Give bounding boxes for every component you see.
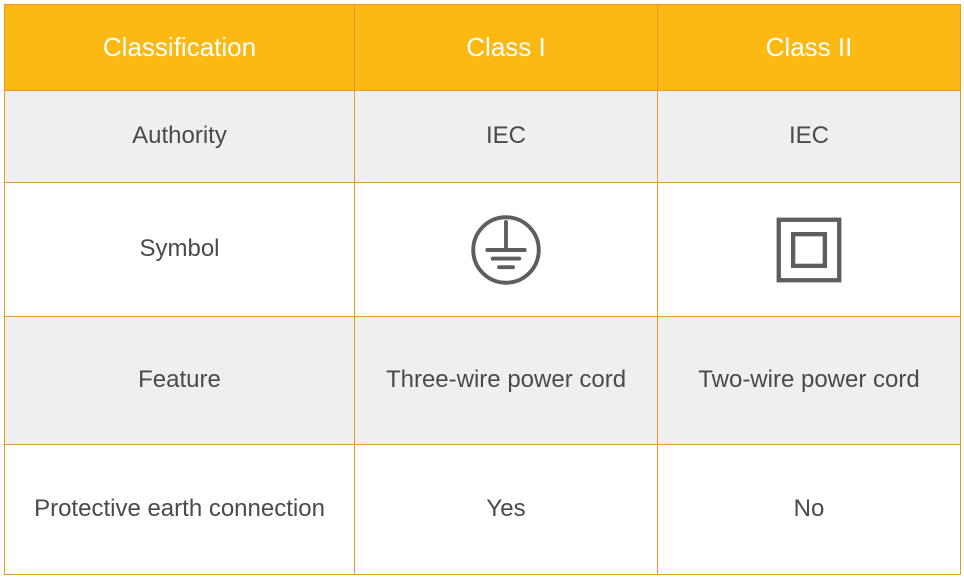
table-row: Protective earth connection Yes No [5,445,961,575]
cell-protective-class2: No [658,445,961,575]
table-row: Feature Three-wire power cord Two-wire p… [5,317,961,445]
table-header: Classification Class I Class II [5,5,961,91]
double-insulation-icon [773,214,845,286]
classification-table: Classification Class I Class II Authorit… [4,4,961,575]
cell-symbol-class2 [658,183,961,317]
row-label-protective: Protective earth connection [5,445,355,575]
row-label-authority: Authority [5,91,355,183]
row-label-symbol: Symbol [5,183,355,317]
col-header-class1: Class I [355,5,658,91]
row-label-feature: Feature [5,317,355,445]
cell-symbol-class1 [355,183,658,317]
cell-authority-class1: IEC [355,91,658,183]
cell-authority-class2: IEC [658,91,961,183]
cell-protective-class1: Yes [355,445,658,575]
protective-earth-icon [467,211,545,289]
col-header-classification: Classification [5,5,355,91]
cell-feature-class2: Two-wire power cord [658,317,961,445]
cell-feature-class1: Three-wire power cord [355,317,658,445]
col-header-class2: Class II [658,5,961,91]
table-row: Symbol [5,183,961,317]
table-row: Authority IEC IEC [5,91,961,183]
